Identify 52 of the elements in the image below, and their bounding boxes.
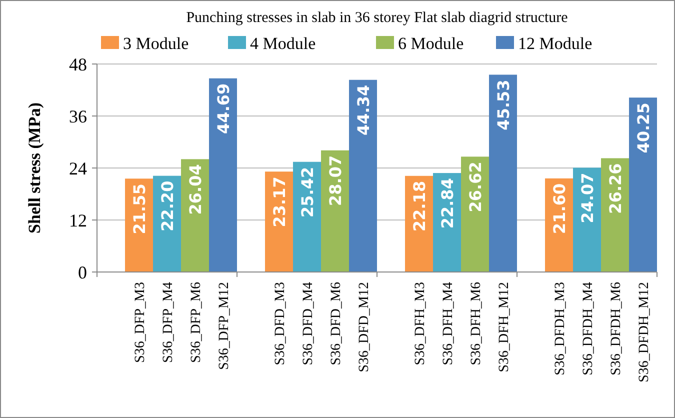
data-label: 28.07 [326,155,345,206]
bar [181,159,209,272]
data-label: 44.34 [354,84,373,136]
chart-title: Punching stresses in slab in 36 storey Flat slab diagrid structure [186,10,568,26]
y-tick-label: 0 [78,262,87,282]
x-tick-label: S36_DFDH_M12 [637,282,652,382]
x-tick-label: S36_DFDH_M6 [609,282,624,376]
legend-label: 6 Module [398,34,464,53]
x-tick-label: S36_DFD_M6 [329,282,344,366]
data-label: 25.42 [298,166,317,218]
bar [321,150,349,272]
bar [461,156,489,272]
data-label: 22.84 [438,178,457,229]
data-label: 44.69 [214,83,233,134]
x-tick-label: S36_DFD_M12 [357,282,372,372]
x-tick-label: S36_DFH_M4 [441,282,456,366]
data-label: 26.62 [466,162,485,212]
bar [209,78,237,272]
x-tick-label: S36_DFH_M3 [413,282,428,366]
legend-label: 4 Module [250,34,316,53]
bar [629,98,657,272]
y-tick-label: 36 [69,106,87,126]
x-tick-label: S36_DFDH_M3 [553,282,568,376]
x-tick-label: S36_DFP_M12 [217,282,232,370]
bar [489,74,517,272]
data-label: 21.55 [130,184,149,234]
y-axis-title: Shell stress (MPa) [25,102,44,234]
bar [265,172,293,272]
y-tick-label: 24 [69,158,87,178]
y-tick-label: 12 [69,210,87,230]
y-tick-label: 48 [69,54,87,74]
x-tick-label: S36_DFDH_M4 [581,282,596,376]
bar [349,80,377,272]
bar [601,158,629,272]
legend-label: 3 Module [123,34,189,53]
data-label: 21.60 [550,183,569,234]
x-tick-label: S36_DFP_M3 [133,282,148,363]
data-label: 26.26 [606,163,625,214]
data-label: 22.20 [158,180,177,232]
data-label: 24.07 [578,172,597,224]
x-tick-label: S36_DFD_M4 [301,282,316,366]
data-label: 45.53 [494,80,513,130]
x-tick-label: S36_DFH_M6 [469,282,484,366]
x-tick-label: S36_DFH_M12 [497,282,512,372]
x-tick-label: S36_DFP_M6 [189,282,204,363]
data-label: 26.04 [186,164,205,215]
x-tick-label: S36_DFP_M4 [161,282,176,363]
legend-label: 12 Module [518,34,592,53]
data-label: 40.25 [634,102,653,154]
data-label: 23.17 [270,176,289,228]
data-label: 22.18 [410,180,429,232]
x-tick-label: S36_DFD_M3 [273,282,288,366]
